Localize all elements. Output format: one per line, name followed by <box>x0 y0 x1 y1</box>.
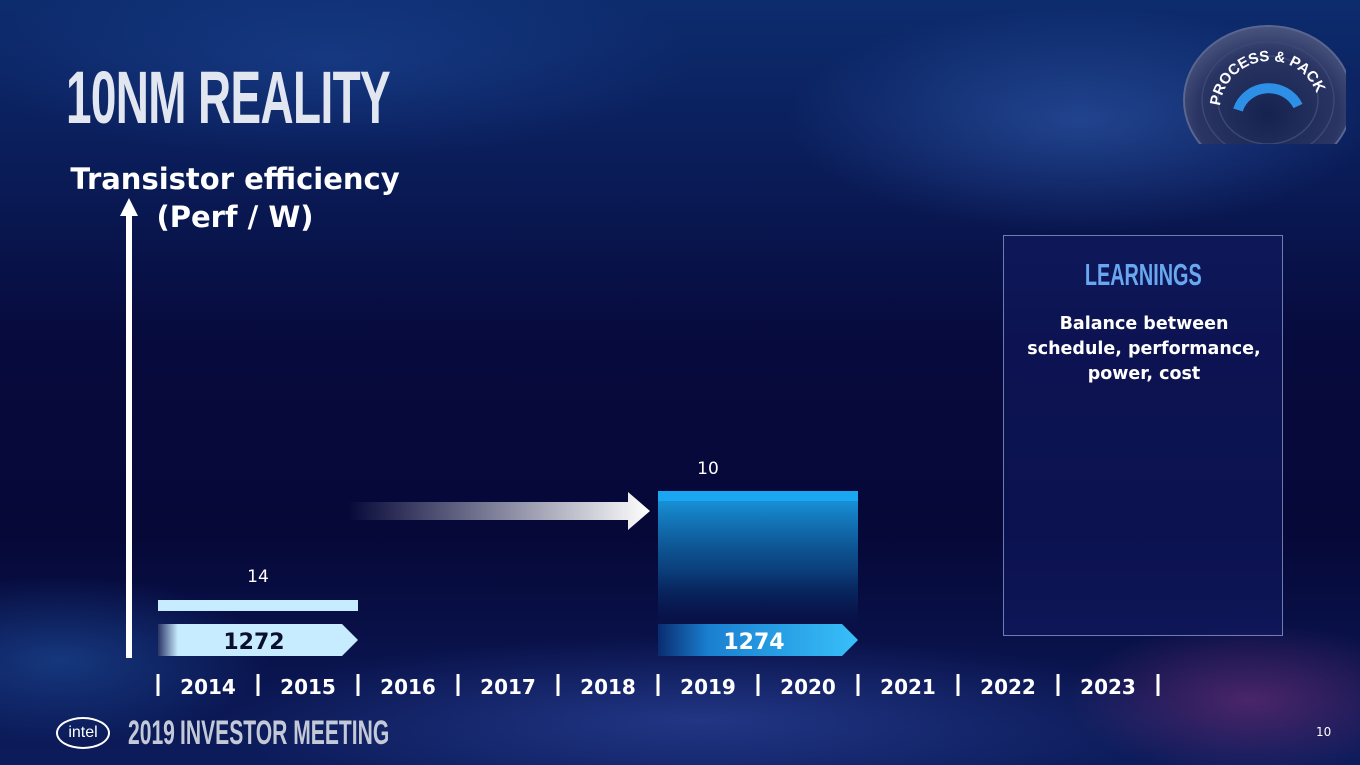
intel-logo: intel <box>56 717 110 749</box>
year-tick <box>1156 674 1160 696</box>
year-label-2021: 2021 <box>880 675 936 699</box>
node-10nm-label: 10 <box>697 459 719 479</box>
year-tick <box>1056 674 1060 696</box>
process-tag-1274-label: 1274 <box>723 630 784 655</box>
learnings-title: LEARNINGS <box>1004 258 1282 292</box>
year-label-2018: 2018 <box>580 675 636 699</box>
year-label-2016: 2016 <box>380 675 436 699</box>
process-tag-1272 <box>158 624 358 656</box>
year-tick <box>356 674 360 696</box>
y-axis-label-line1: Transistor efficiency <box>70 162 400 196</box>
footer-year: 2019 <box>128 714 175 752</box>
node-10nm-bar <box>658 491 858 501</box>
year-label-2019: 2019 <box>680 675 736 699</box>
year-tick <box>456 674 460 696</box>
year-tick <box>256 674 260 696</box>
year-label-2014: 2014 <box>180 675 236 699</box>
process-tag-1272-label: 1272 <box>223 630 284 655</box>
slide-title: 10NM REALITY <box>66 56 391 139</box>
transition-arrow <box>348 492 650 530</box>
y-axis-label: Transistor efficiency (Perf / W) <box>60 160 410 236</box>
year-label-2023: 2023 <box>1080 675 1136 699</box>
year-tick <box>756 674 760 696</box>
learnings-text: Balance between schedule, performance, p… <box>1027 314 1261 384</box>
year-tick <box>956 674 960 696</box>
process-tag-1274 <box>658 624 858 656</box>
node-14nm-label: 14 <box>247 567 269 587</box>
year-tick <box>556 674 560 696</box>
year-label-2015: 2015 <box>280 675 336 699</box>
year-label-2022: 2022 <box>980 675 1036 699</box>
year-tick <box>656 674 660 696</box>
year-tick <box>856 674 860 696</box>
year-label-2017: 2017 <box>480 675 536 699</box>
year-label-2020: 2020 <box>780 675 836 699</box>
learnings-panel: LEARNINGS Balance between schedule, perf… <box>1003 235 1283 636</box>
node-14nm-bar <box>158 600 358 611</box>
process-packaging-badge: PROCESS & PACKAGING <box>1174 1 1353 175</box>
page-number: 10 <box>1316 725 1332 739</box>
y-axis-arrow <box>120 198 138 658</box>
y-axis-label-line2: (Perf / W) <box>156 200 314 234</box>
footer-event-name: INVESTOR MEETING <box>180 714 390 752</box>
node-10nm-area <box>658 501 858 631</box>
learnings-title-text: LEARNINGS <box>1084 257 1202 292</box>
year-tick <box>156 674 160 696</box>
